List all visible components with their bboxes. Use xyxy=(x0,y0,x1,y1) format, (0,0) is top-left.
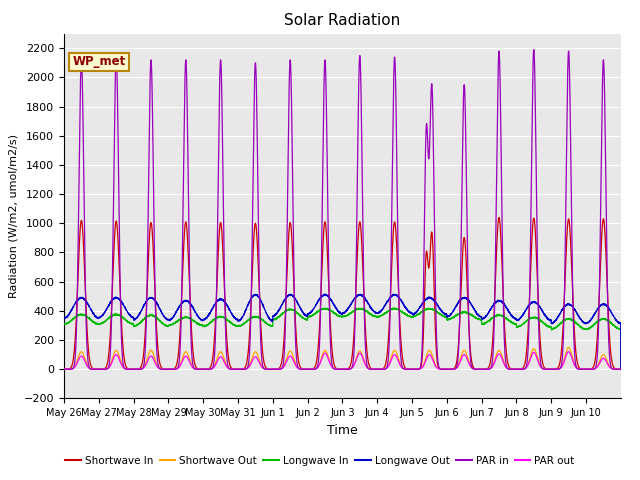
X-axis label: Time: Time xyxy=(327,424,358,437)
Text: WP_met: WP_met xyxy=(72,56,125,69)
Title: Solar Radiation: Solar Radiation xyxy=(284,13,401,28)
Legend: Shortwave In, Shortwave Out, Longwave In, Longwave Out, PAR in, PAR out: Shortwave In, Shortwave Out, Longwave In… xyxy=(61,452,579,470)
Y-axis label: Radiation (W/m2, umol/m2/s): Radiation (W/m2, umol/m2/s) xyxy=(8,134,18,298)
